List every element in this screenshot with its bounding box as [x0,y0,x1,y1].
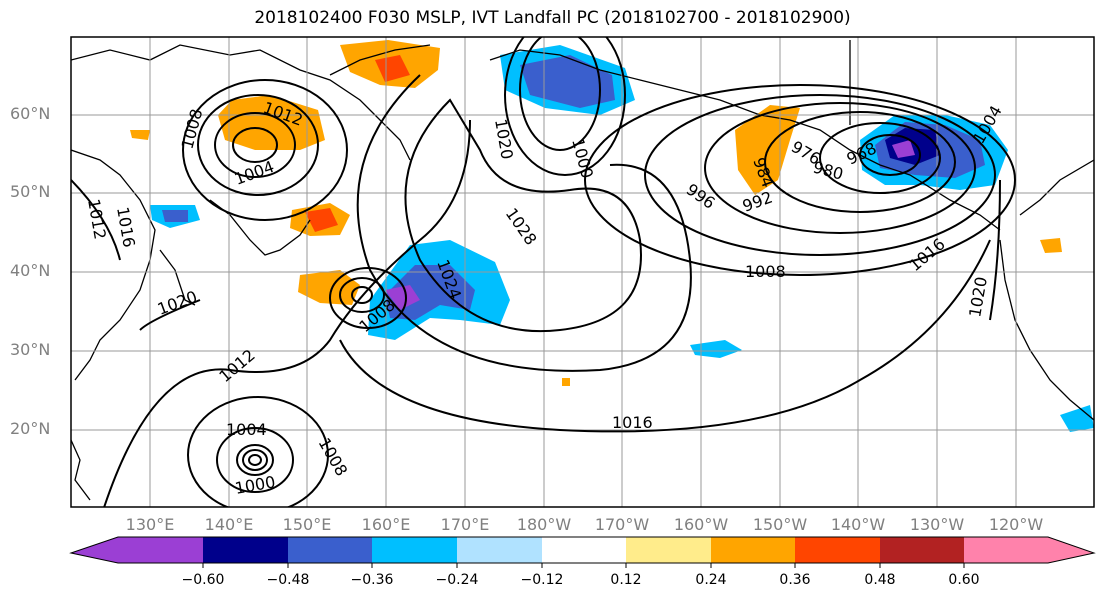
map-title: 2018102400 F030 MSLP, IVT Landfall PC (2… [254,8,851,28]
map-frame [70,36,1095,508]
colorbar-tick-label: −0.24 [435,572,479,588]
lon-label: 180°W [516,515,572,534]
colorbar-tick-label: 0.24 [695,572,727,588]
lat-label: 40°N [10,261,51,280]
colorbar-tick-label: −0.60 [181,572,225,588]
lon-label: 130°E [125,515,175,534]
colorbar-swatch [542,537,626,563]
lon-label: 140°E [204,515,254,534]
lat-label: 50°N [10,182,51,201]
colorbar-swatch [288,537,372,563]
colorbar-extend-high [1048,537,1094,563]
lon-label: 150°E [282,515,332,534]
colorbar-extend-low [71,537,118,563]
colorbar-tick-label: 0.36 [779,572,811,588]
colorbar-swatch [711,537,795,563]
isobar-label: 1004 [226,420,267,439]
lon-label: 160°W [673,515,729,534]
colorbar-tick-label: −0.12 [520,572,564,588]
colorbar-tick-label: 0.60 [948,572,980,588]
isobar-label: 1016 [612,413,653,432]
coastlines [71,40,1094,501]
colorbar-swatch [203,537,288,563]
lon-label: 140°W [830,515,886,534]
lon-label: 120°W [988,515,1044,534]
colorbar [69,536,1096,568]
lon-label: 170°W [594,515,650,534]
lat-label: 30°N [10,340,51,359]
colorbar-tick-label: 0.12 [610,572,642,588]
isobars [71,37,1016,507]
colorbar-tick-label: −0.48 [266,572,310,588]
colorbar-swatch [964,537,1048,563]
map-area: 1012 1008 1004 1012 1016 1020 1012 1004 … [71,37,1094,507]
isobar-label: 1008 [745,262,786,281]
colorbar-swatch [372,537,457,563]
lat-label: 60°N [10,104,51,123]
lon-label: 130°W [909,515,965,534]
lon-label: 170°E [440,515,490,534]
lon-label: 160°E [361,515,411,534]
colorbar-outline [69,536,1096,564]
lon-label: 150°W [752,515,808,534]
colorbar-tick-label: 0.48 [864,572,896,588]
colorbar-swatch [795,537,880,563]
colorbar-swatch [118,537,203,563]
colorbar-swatch [626,537,711,563]
colorbar-tick-label: −0.36 [350,572,394,588]
colorbar-swatch [880,537,964,563]
colorbar-swatch [457,537,542,563]
lat-label: 20°N [10,419,51,438]
